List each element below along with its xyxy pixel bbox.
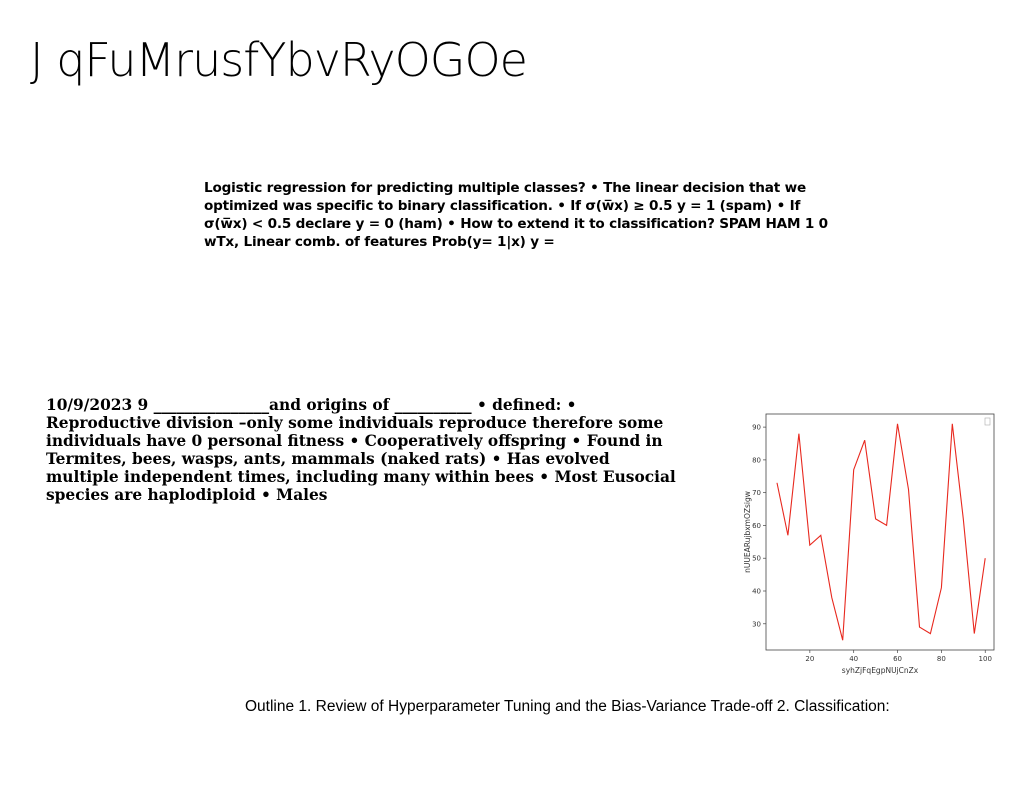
x-axis-label: syhZjFqEgpNUjCnZx: [842, 666, 919, 675]
y-tick-label: 70: [752, 489, 761, 497]
line-chart-svg: 20 40 60 80 100 30 40 50 60 70 80 90 syhZjFqEgpNUjCn…: [743, 413, 995, 675]
series-line: [776, 423, 986, 641]
y-tick-label: 30: [752, 620, 761, 628]
outline-caption: Outline 1. Review of Hyperparameter Tuni…: [245, 698, 890, 715]
y-tick-label: 90: [752, 424, 761, 432]
y-tick-label: 50: [752, 555, 761, 563]
y-tick-label: 40: [752, 588, 761, 596]
line-chart: 20 40 60 80 100 30 40 50 60 70 80 90 syhZjFqEgpNUjCn…: [738, 408, 998, 680]
y-tick-label: 80: [752, 456, 761, 464]
legend-box: [984, 417, 991, 426]
logistic-regression-paragraph: Logistic regression for predicting multi…: [204, 180, 828, 250]
eusociality-paragraph: 10/9/2023 9 _______________and origins o…: [46, 396, 676, 504]
x-tick-label: 60: [893, 655, 902, 663]
x-tick-label: 20: [805, 655, 814, 663]
x-tick-label: 80: [937, 655, 946, 663]
slide-title: J qFuMrusfYbvRyOGOe: [30, 33, 528, 87]
y-axis-label: nUUEARujbxmOZsigw: [743, 491, 752, 573]
x-tick-label: 100: [979, 655, 992, 663]
x-tick-label: 40: [849, 655, 858, 663]
y-tick-label: 60: [752, 522, 761, 530]
